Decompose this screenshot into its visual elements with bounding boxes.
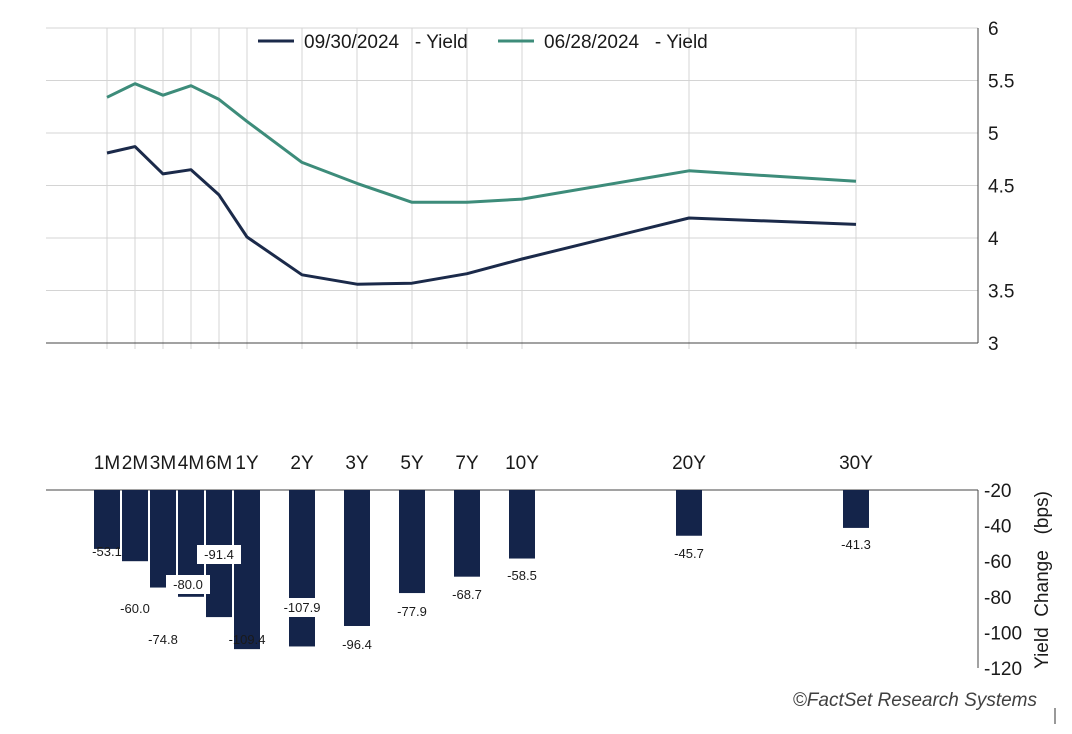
- data-label: -80.0: [173, 577, 203, 592]
- bar-3M: [150, 490, 176, 588]
- category-label: 5Y: [400, 453, 424, 474]
- source-credit: ©FactSet Research Systems: [793, 690, 1038, 711]
- y-tick-label: 3: [988, 334, 999, 355]
- bar-30Y: [843, 490, 869, 528]
- y-tick-label: 4.5: [988, 177, 1014, 198]
- bar-1Y: [234, 490, 260, 650]
- data-label: -74.8: [148, 632, 178, 647]
- y-tick-label: 6: [988, 19, 999, 40]
- bar-y-tick-label: -40: [984, 517, 1011, 538]
- category-label: 1Y: [235, 453, 259, 474]
- data-label: -68.7: [452, 587, 482, 602]
- category-label: 10Y: [505, 453, 539, 474]
- data-label: -109.4: [229, 632, 266, 647]
- data-label: -91.4: [204, 547, 234, 562]
- y-tick-label: 3.5: [988, 282, 1014, 303]
- data-label: -58.5: [507, 568, 537, 583]
- category-label: 30Y: [839, 453, 873, 474]
- category-label: 3Y: [345, 453, 369, 474]
- data-label: -107.9: [284, 600, 321, 615]
- category-label: 4M: [178, 453, 204, 474]
- series-line-sep-2024: [106, 145, 857, 286]
- bar-5Y: [399, 490, 425, 594]
- category-label: 20Y: [672, 453, 706, 474]
- data-label: -77.9: [397, 604, 427, 619]
- y-tick-label: 4: [988, 229, 999, 250]
- data-label: -60.0: [120, 601, 150, 616]
- legend-label: 06/28/2024 - Yield: [544, 32, 708, 53]
- category-label: 7Y: [455, 453, 479, 474]
- bar-1M: [94, 490, 120, 549]
- bar-2M: [122, 490, 148, 562]
- y-tick-label: 5.5: [988, 72, 1014, 93]
- bar-y-axis-title: Yield Change (bps): [1032, 491, 1053, 669]
- category-label: 2M: [122, 453, 148, 474]
- category-label: 6M: [206, 453, 232, 474]
- bar-20Y: [676, 490, 702, 536]
- data-label-bg: [197, 545, 241, 564]
- data-label: -41.3: [841, 537, 871, 552]
- legend-label: 09/30/2024 - Yield: [304, 32, 468, 53]
- data-label: -96.4: [342, 637, 372, 652]
- bar-3Y: [344, 490, 370, 626]
- y-tick-label: 5: [988, 124, 999, 145]
- data-label: -45.7: [674, 546, 704, 561]
- bar-y-tick-label: -60: [984, 552, 1011, 573]
- bar-y-tick-label: -20: [984, 481, 1011, 502]
- category-label: 2Y: [290, 453, 314, 474]
- series-line-jun-2024: [106, 82, 857, 204]
- bar-7Y: [454, 490, 480, 577]
- yield-curve-panel: 3 3.5 4 4.5 5 5.5 6 09/30/2024 - Yield 06/28/202…: [46, 19, 1014, 355]
- category-label: 3M: [150, 453, 176, 474]
- data-label-bg: [280, 598, 324, 617]
- category-label: 1M: [94, 453, 120, 474]
- data-label: -53.1: [92, 544, 122, 559]
- bar-y-tick-label: -80: [984, 588, 1011, 609]
- data-label-bg: [166, 575, 210, 594]
- bar-10Y: [509, 490, 535, 559]
- bar-2Y: [289, 490, 315, 647]
- bar-y-tick-label: -100: [984, 623, 1022, 644]
- yield-change-panel: -20 -40 -60 -80 -100 -120 Yield Change (bps) 1M…: [46, 453, 1053, 680]
- bar-y-tick-label: -120: [984, 659, 1022, 680]
